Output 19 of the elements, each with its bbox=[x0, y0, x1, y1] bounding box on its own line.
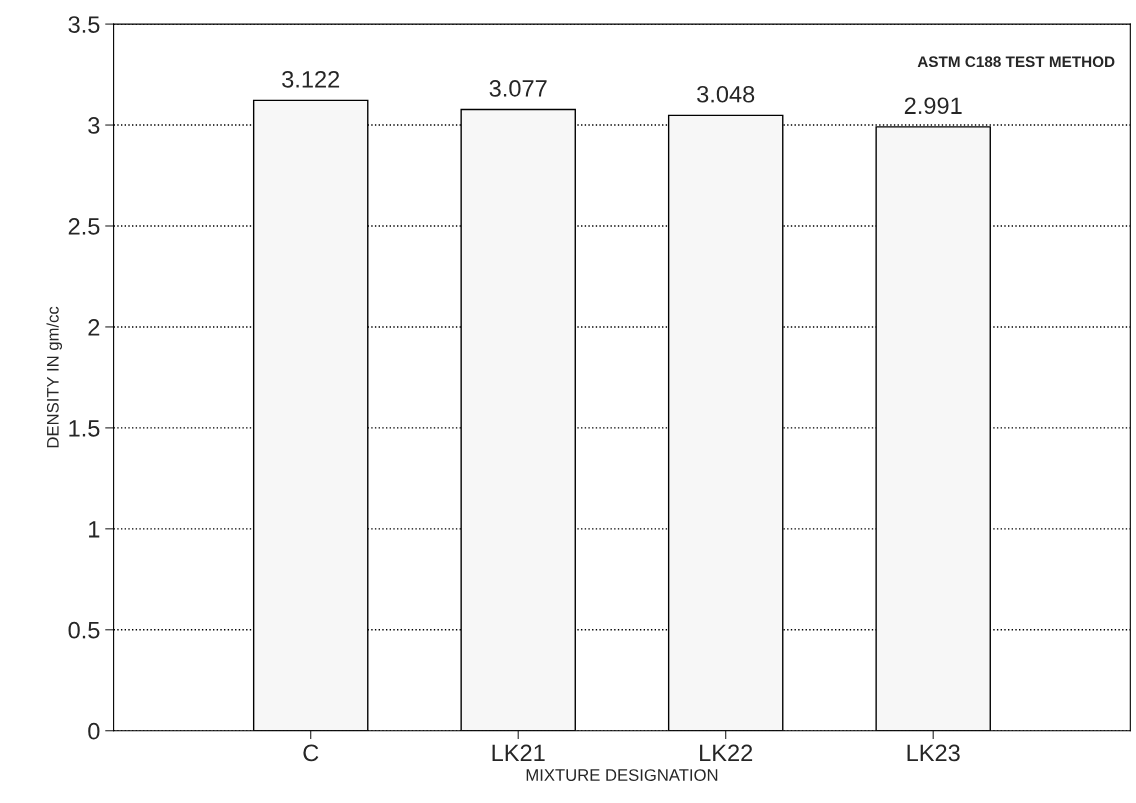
x-tick-label: LK22 bbox=[700, 744, 753, 762]
data-label: 3.122 bbox=[282, 70, 340, 88]
x-axis-title: MIXTURE DESIGNATION bbox=[526, 769, 718, 781]
x-tick-label: LK23 bbox=[907, 744, 960, 762]
y-tick-label: 1.5 bbox=[69, 420, 100, 437]
annotation: ASTM C188 TEST METHOD bbox=[917, 56, 1115, 68]
x-tick-label: C bbox=[303, 744, 319, 762]
y-tick-label: 2 bbox=[88, 319, 100, 336]
y-tick-label: 3 bbox=[88, 117, 100, 134]
y-axis-title: DENSITY IN gm/cc bbox=[46, 306, 63, 448]
y-tick-label: 3.5 bbox=[68, 16, 100, 33]
x-tick-label: LK21 bbox=[492, 744, 545, 762]
y-tick-label: 0 bbox=[88, 722, 100, 740]
y-tick-label: 2.5 bbox=[68, 218, 100, 235]
y-tick-label: 1 bbox=[89, 521, 100, 538]
data-label: 3.077 bbox=[489, 80, 547, 97]
data-label: 3.048 bbox=[697, 85, 755, 103]
data-label: 2.991 bbox=[904, 97, 962, 115]
y-tick-label: 0.5 bbox=[68, 621, 100, 639]
